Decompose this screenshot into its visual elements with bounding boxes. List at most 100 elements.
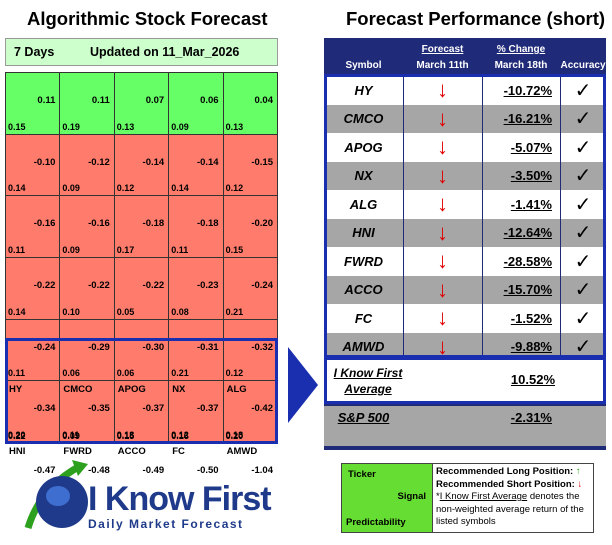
checkmark-icon: ✓	[574, 222, 592, 245]
pointer-arrow-icon	[288, 347, 318, 423]
cell-predictability: 0.13	[225, 121, 244, 132]
down-arrow-icon: ↓	[437, 162, 448, 188]
cell-ticker: ALG	[226, 384, 247, 396]
row-symbol: AMWD	[342, 339, 385, 355]
heatmap-cell: -0.16 0.11	[6, 196, 61, 258]
cell-predictability: 0.09	[62, 245, 80, 255]
column-divider	[403, 76, 404, 361]
cell-ticker: HY	[9, 384, 23, 396]
cell-predictability: 0.06	[62, 368, 80, 379]
cell-predictability: 0.19	[62, 121, 80, 132]
heatmap-cell: -0.12 0.09	[60, 134, 115, 197]
cell-predictability: 0.13	[116, 121, 135, 132]
cell-signal: -0.32	[251, 341, 273, 353]
cell-ticker: FC	[172, 446, 185, 457]
cell-signal: -0.23	[196, 280, 219, 291]
cell-signal: -0.47	[33, 465, 56, 476]
cell-predictability: 0.21	[171, 368, 189, 379]
legend-predictability: Predictability	[346, 517, 406, 528]
cell-predictability: 0.11	[8, 368, 26, 379]
cell-predictability: 0.15	[116, 431, 135, 441]
col-forecast-title: Forecast	[421, 44, 464, 55]
cell-signal: 0.04	[254, 95, 274, 106]
row-change: -9.88%	[510, 339, 552, 355]
row-change: -5.07%	[510, 139, 552, 155]
cell-ticker: APOG	[117, 384, 146, 396]
average-row: I Know First Average 10.52%	[324, 357, 606, 404]
row-symbol: CMCO	[343, 111, 384, 127]
heatmap-cell: -0.24 0.21	[223, 258, 278, 320]
cell-signal: 0.07	[145, 95, 165, 106]
down-arrow-icon: ↓	[437, 333, 448, 359]
row-symbol: HNI	[352, 225, 375, 241]
cell-predictability: 0.12	[116, 183, 135, 194]
heatmap-cell: ACCO -0.49 0.15	[114, 431, 170, 476]
logo-name: I Know First	[88, 480, 272, 518]
cell-signal: -0.16	[88, 218, 110, 230]
row-symbol: FC	[354, 310, 373, 326]
col-change: % Change	[482, 44, 560, 55]
heatmap-cell: -0.20 0.15	[223, 196, 278, 258]
cell-signal: 0.11	[91, 95, 110, 106]
cell-predictability: 0.14	[8, 306, 26, 317]
performance-row: NX ↓ -3.50% ✓	[324, 161, 606, 190]
row-change: -28.58%	[503, 253, 552, 269]
heatmap-cell: -0.30 0.06	[114, 319, 170, 382]
cell-signal: -0.12	[88, 156, 110, 168]
heatmap-cell: -0.16 0.09	[60, 196, 115, 258]
cell-signal: 0.11	[37, 95, 56, 106]
cell-ticker: FWRD	[63, 446, 92, 457]
cell-signal: -0.50	[196, 465, 219, 476]
cell-predictability: 0.12	[171, 430, 189, 440]
cell-predictability: 0.15	[8, 121, 26, 132]
legend-short: Recommended Short Position: ↓	[436, 479, 592, 492]
cell-signal: -0.30	[142, 341, 165, 353]
checkmark-icon: ✓	[574, 250, 592, 273]
col-forecast-date: March 11th	[416, 60, 469, 71]
cell-predictability: 0.10	[62, 306, 80, 317]
cell-predictability: 0.09	[62, 431, 80, 441]
heatmap-cell: -0.14 0.12	[114, 134, 170, 197]
cell-ticker: HNI	[9, 446, 26, 457]
legend-long: Recommended Long Position: ↑	[436, 466, 592, 479]
col-change-date: March 18th	[494, 60, 548, 71]
heatmap-cell: -0.14 0.14	[169, 134, 224, 197]
cell-predictability: 0.08	[171, 306, 189, 317]
cell-signal: -0.16	[33, 218, 56, 230]
sp500-label[interactable]: S&P 500	[337, 410, 390, 425]
cell-signal: -0.31	[196, 341, 219, 353]
cell-signal: -0.37	[196, 403, 219, 415]
cell-ticker: NX	[172, 384, 186, 396]
cell-signal: -0.24	[251, 280, 273, 291]
legend-note-link[interactable]: I Know First Average	[439, 491, 528, 502]
performance-row: ALG ↓ -1.41% ✓	[324, 190, 606, 219]
cell-predictability: 0.20	[8, 430, 26, 440]
average-label[interactable]: I Know First Average	[333, 366, 403, 396]
cell-signal: -0.18	[142, 218, 165, 230]
cell-signal: -0.35	[88, 403, 110, 415]
cell-signal: -0.29	[88, 341, 110, 353]
cell-predictability: 0.09	[62, 183, 80, 194]
row-symbol: NX	[354, 168, 373, 184]
left-title: Algorithmic Stock Forecast	[27, 8, 268, 29]
heatmap-cell: -0.10 0.14	[6, 134, 61, 197]
cell-signal: -0.22	[33, 280, 56, 291]
sp500-value: -2.31%	[510, 410, 552, 425]
cell-signal: 0.06	[200, 95, 219, 106]
cell-predictability: 0.15	[225, 245, 244, 255]
cell-predictability: 0.09	[171, 121, 189, 132]
heatmap-cell: -0.31 0.21	[169, 319, 224, 382]
checkmark-icon: ✓	[574, 136, 592, 159]
checkmark-icon: ✓	[574, 79, 592, 102]
down-arrow-icon: ↓	[437, 77, 448, 103]
row-symbol: APOG	[344, 139, 383, 155]
cell-predictability: 0.12	[225, 183, 244, 194]
down-arrow-icon: ↓	[577, 478, 583, 490]
heatmap-cell: -0.18 0.17	[114, 196, 170, 258]
row-change: -15.70%	[503, 282, 552, 298]
legend-ticker: Ticker	[348, 469, 376, 480]
cell-signal: -0.22	[142, 280, 165, 291]
logo-tagline: Daily Market Forecast	[88, 517, 244, 531]
heatmap-cell: 0.07 0.13	[114, 73, 170, 135]
heatmap-cell: -0.22 0.14	[6, 258, 61, 320]
